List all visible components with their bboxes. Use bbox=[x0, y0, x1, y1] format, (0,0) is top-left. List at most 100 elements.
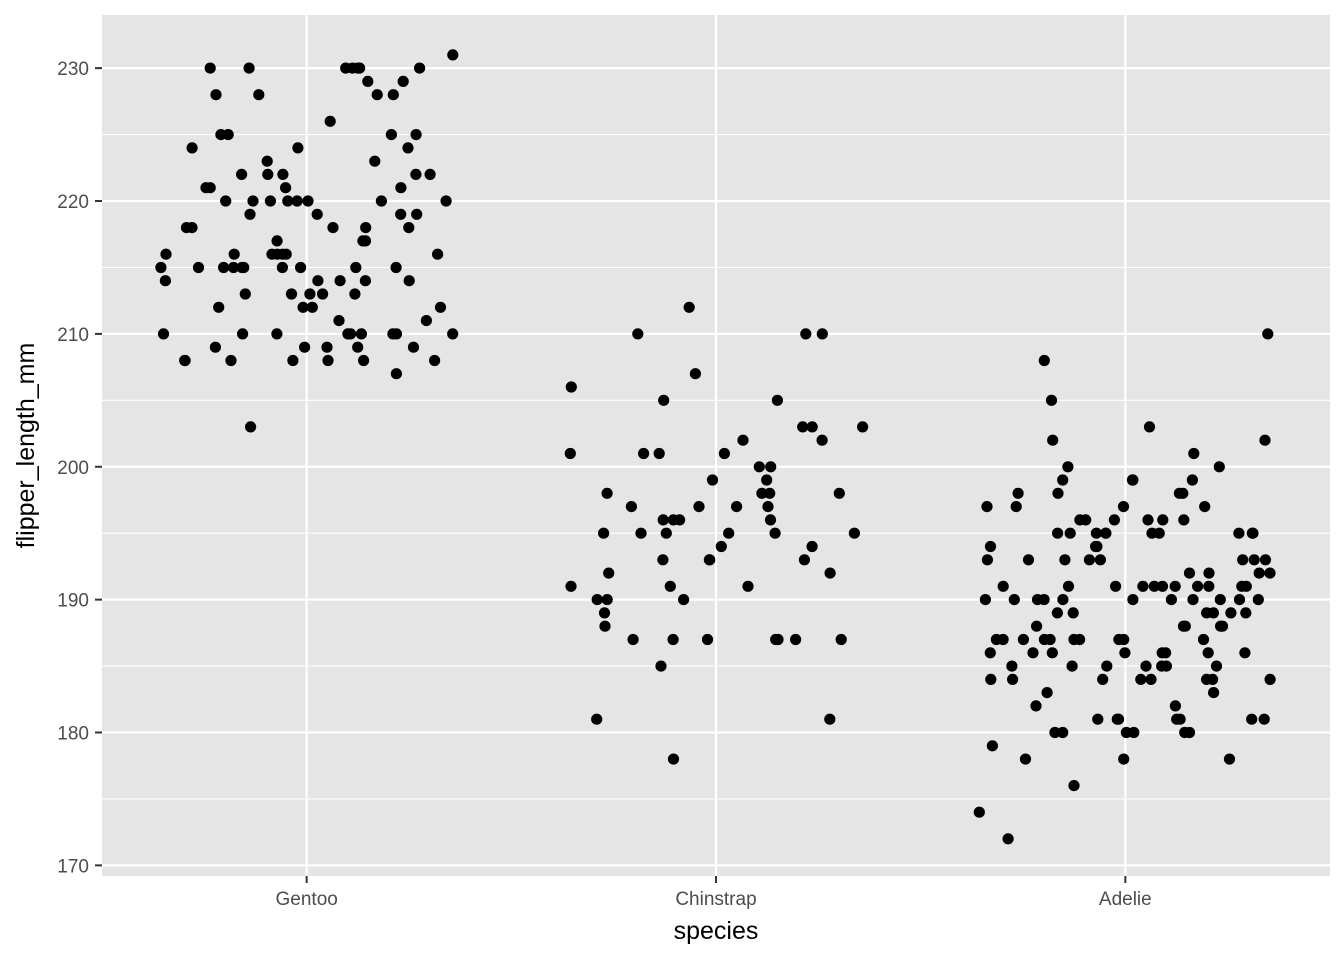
data-point bbox=[375, 195, 387, 207]
data-point bbox=[215, 129, 227, 141]
data-point bbox=[1253, 567, 1265, 579]
data-point bbox=[816, 434, 828, 446]
data-point bbox=[159, 275, 171, 287]
data-point bbox=[324, 115, 336, 127]
data-point bbox=[1169, 580, 1181, 592]
data-point bbox=[660, 527, 672, 539]
data-point bbox=[447, 49, 459, 61]
data-point bbox=[432, 248, 444, 260]
data-point bbox=[797, 421, 809, 433]
data-point bbox=[1156, 580, 1169, 592]
data-point bbox=[302, 195, 314, 207]
data-point bbox=[1173, 487, 1185, 499]
data-point bbox=[210, 89, 222, 101]
data-point bbox=[447, 328, 459, 340]
data-point bbox=[285, 288, 298, 300]
data-point bbox=[271, 328, 283, 340]
data-point bbox=[1264, 567, 1276, 579]
data-point bbox=[798, 554, 811, 566]
data-point bbox=[264, 195, 276, 207]
data-point bbox=[1179, 620, 1191, 632]
data-point bbox=[1068, 633, 1080, 646]
data-point bbox=[1135, 673, 1147, 686]
data-point bbox=[237, 328, 249, 340]
data-point bbox=[253, 89, 265, 101]
y-tick-label: 220 bbox=[57, 192, 89, 213]
data-point bbox=[350, 261, 362, 274]
data-point bbox=[345, 328, 357, 340]
data-point bbox=[349, 288, 361, 300]
data-point bbox=[985, 673, 997, 686]
data-point bbox=[1183, 726, 1196, 739]
data-point bbox=[591, 713, 603, 725]
data-point bbox=[981, 501, 993, 513]
data-point bbox=[333, 315, 345, 327]
data-point bbox=[1187, 594, 1199, 606]
data-point bbox=[1246, 527, 1258, 539]
data-point bbox=[402, 142, 414, 154]
data-point bbox=[667, 753, 680, 765]
data-point bbox=[1160, 647, 1172, 659]
data-point bbox=[1120, 726, 1132, 739]
data-point bbox=[706, 474, 719, 486]
data-point bbox=[271, 235, 283, 247]
data-point bbox=[395, 208, 407, 220]
data-point bbox=[1090, 540, 1102, 553]
data-point bbox=[1203, 580, 1215, 592]
data-point bbox=[1248, 554, 1260, 566]
data-point bbox=[1153, 527, 1165, 539]
data-point bbox=[1067, 607, 1079, 619]
data-point bbox=[360, 222, 372, 234]
data-point bbox=[1252, 594, 1264, 606]
data-point bbox=[295, 261, 307, 274]
y-tick-label: 190 bbox=[57, 591, 89, 612]
data-point bbox=[603, 567, 615, 579]
data-point bbox=[1110, 580, 1122, 592]
data-point bbox=[403, 275, 415, 287]
data-point bbox=[407, 341, 420, 353]
data-point bbox=[1157, 514, 1169, 526]
data-point bbox=[1259, 554, 1272, 566]
data-point bbox=[334, 275, 346, 287]
data-point bbox=[1062, 461, 1074, 473]
data-point bbox=[1178, 514, 1190, 526]
data-point bbox=[179, 354, 191, 367]
data-point bbox=[1156, 660, 1168, 672]
data-point bbox=[306, 301, 318, 313]
data-point bbox=[277, 168, 289, 180]
data-point bbox=[321, 341, 333, 353]
data-point bbox=[227, 261, 240, 274]
data-point bbox=[979, 594, 992, 606]
data-point bbox=[327, 222, 339, 234]
data-point bbox=[1094, 554, 1106, 566]
data-point bbox=[973, 806, 985, 818]
data-point bbox=[1213, 461, 1225, 473]
data-point bbox=[218, 261, 230, 274]
data-point bbox=[411, 208, 423, 220]
data-point bbox=[667, 633, 679, 646]
data-point bbox=[1046, 647, 1058, 659]
data-point bbox=[986, 740, 999, 752]
data-point bbox=[1183, 567, 1196, 579]
data-point bbox=[1174, 713, 1186, 725]
data-point bbox=[1145, 673, 1157, 686]
data-point bbox=[1148, 580, 1160, 592]
data-point bbox=[247, 195, 259, 207]
data-point bbox=[1137, 580, 1149, 592]
data-point bbox=[723, 527, 735, 539]
data-point bbox=[1262, 328, 1274, 340]
data-point bbox=[653, 447, 665, 460]
data-point bbox=[244, 208, 256, 220]
data-point bbox=[420, 315, 432, 327]
data-point bbox=[1047, 434, 1059, 446]
data-point bbox=[693, 501, 705, 513]
data-point bbox=[737, 434, 749, 446]
data-point bbox=[1062, 580, 1075, 592]
data-point bbox=[1264, 673, 1276, 686]
data-point bbox=[984, 540, 997, 553]
data-point bbox=[220, 195, 232, 207]
data-point bbox=[1239, 647, 1251, 659]
data-point bbox=[857, 421, 869, 433]
y-tick-label: 210 bbox=[57, 325, 89, 346]
data-point bbox=[1038, 594, 1050, 606]
